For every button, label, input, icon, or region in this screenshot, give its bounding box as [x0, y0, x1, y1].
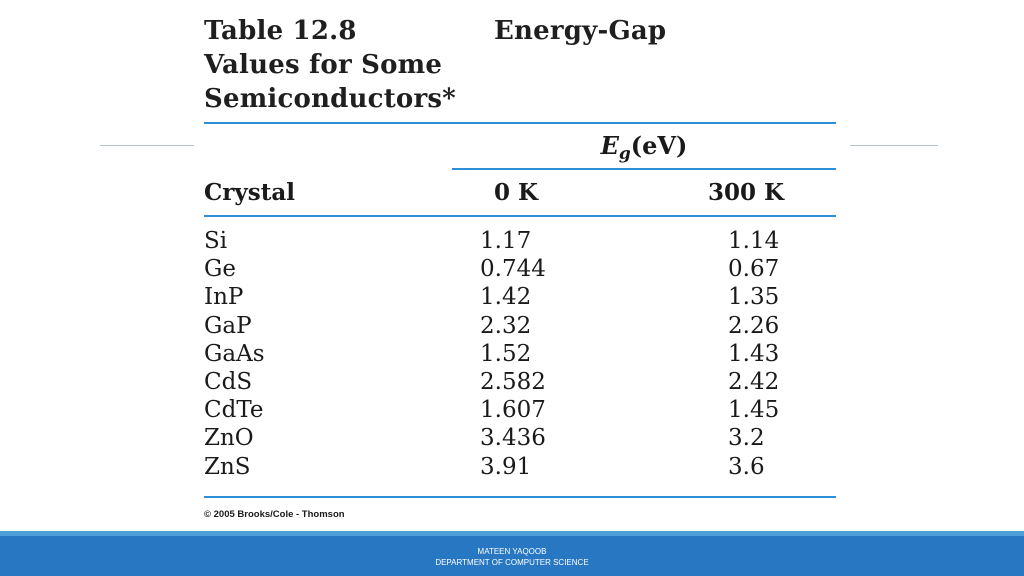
crystal-name: Si: [204, 228, 228, 254]
table-bottom-rule: [204, 496, 836, 498]
energy-gap-header: Eg(eV): [452, 130, 836, 164]
table-row: GaP 2.32 2.26: [204, 312, 844, 340]
table-title: Table 12.8 Energy-Gap Values for Some Sem…: [204, 14, 666, 116]
table-row: ZnS 3.91 3.6: [204, 453, 844, 481]
gap-0k-value: 1.607: [480, 397, 546, 424]
crystal-name: Ge: [204, 256, 236, 283]
copyright-notice: © 2005 Brooks/Cole - Thomson: [204, 509, 345, 520]
title-line-3: Semiconductors*: [204, 84, 456, 114]
decorative-line-left: [100, 145, 194, 146]
decorative-line-right: [850, 145, 938, 146]
table-row: GaAs 1.52 1.43: [204, 340, 844, 368]
table-top-rule: [204, 122, 836, 124]
gap-0k-value: 3.436: [480, 425, 546, 452]
gap-0k-value: 1.52: [480, 340, 532, 367]
table-body: Si 1.17 1.14 Ge 0.744 0.67 InP 1.42 1.35 GaP 2.32 2…: [204, 227, 844, 481]
table-row: Si 1.17 1.14: [204, 227, 844, 255]
gap-300k-value: 2.42: [728, 368, 780, 395]
crystal-name: CdS: [204, 368, 253, 395]
gap-0k-value: 2.32: [480, 312, 532, 339]
gap-300k-value: 3.2: [728, 425, 765, 452]
crystal-name: GaP: [204, 312, 252, 339]
column-header-0k: 0 K: [494, 179, 539, 206]
table-header-rule: [204, 215, 836, 217]
footer-department: DEPARTMENT OF COMPUTER SCIENCE: [435, 558, 589, 567]
gap-0k-value: 0.744: [480, 256, 546, 283]
table-row: Ge 0.744 0.67: [204, 255, 844, 283]
crystal-name: GaAs: [204, 340, 265, 367]
gap-0k-value: 2.582: [480, 368, 546, 395]
gap-300k-value: 1.43: [728, 340, 780, 367]
gap-300k-value: 2.26: [728, 312, 780, 339]
eg-symbol: E: [600, 131, 619, 160]
crystal-name: ZnS: [204, 453, 251, 480]
crystal-name: CdTe: [204, 397, 264, 424]
footer-accent-stripe: [0, 531, 1024, 536]
title-line-2: Values for Some: [204, 50, 443, 80]
table-row: ZnO 3.436 3.2: [204, 424, 844, 452]
gap-0k-value: 1.42: [480, 284, 532, 311]
gap-300k-value: 1.35: [728, 284, 780, 311]
eg-unit: (eV): [630, 131, 688, 160]
title-heading: Energy-Gap: [494, 16, 667, 46]
footer-bar: MATEEN YAQOOB DEPARTMENT OF COMPUTER SCI…: [0, 536, 1024, 576]
footer-author: MATEEN YAQOOB: [477, 547, 547, 556]
table-number: Table 12.8: [204, 16, 357, 46]
gap-0k-value: 3.91: [480, 453, 532, 480]
gap-0k-value: 1.17: [480, 228, 532, 254]
eg-subscript: g: [618, 144, 631, 164]
gap-300k-value: 3.6: [728, 453, 765, 480]
energy-gap-rule: [452, 168, 836, 170]
crystal-name: ZnO: [204, 425, 254, 452]
gap-300k-value: 0.67: [728, 256, 780, 283]
column-header-300k: 300 K: [708, 179, 785, 206]
table-row: CdTe 1.607 1.45: [204, 396, 844, 424]
gap-300k-value: 1.14: [728, 228, 780, 254]
table-row: InP 1.42 1.35: [204, 283, 844, 311]
table-row: CdS 2.582 2.42: [204, 368, 844, 396]
column-header-crystal: Crystal: [204, 179, 296, 206]
gap-300k-value: 1.45: [728, 397, 780, 424]
crystal-name: InP: [204, 284, 244, 311]
